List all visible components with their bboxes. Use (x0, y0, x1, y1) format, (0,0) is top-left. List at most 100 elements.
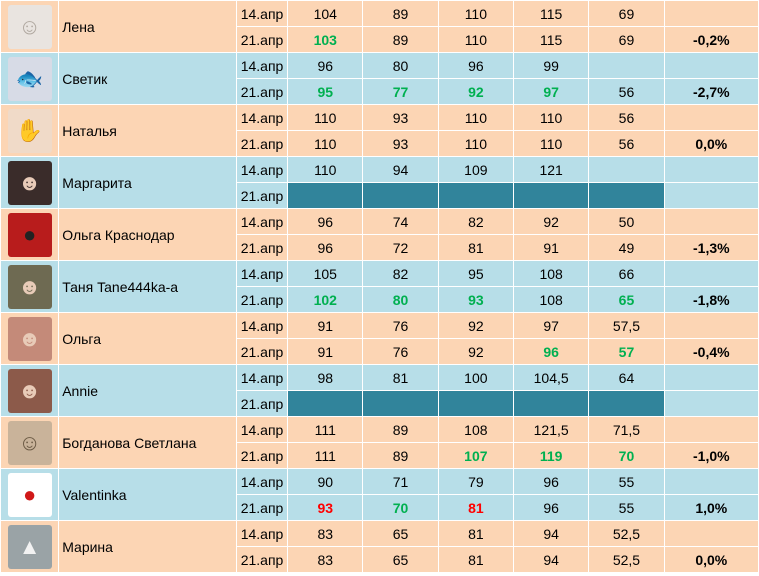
measurement-value: 81 (468, 551, 484, 568)
measurement-cell: 70 (588, 442, 665, 469)
measurement-value: 64 (618, 369, 635, 386)
date-cell: 21.апр (235, 442, 289, 469)
measurement-cell: 108 (512, 260, 590, 287)
measurement-value: 111 (314, 447, 336, 464)
date-cell: 14.апр (235, 208, 289, 235)
table-row: ▲ Марина 14.апр 83 65 81 94 52,5 (0, 520, 759, 573)
percent-change-cell (663, 260, 759, 287)
measurement-value: 97 (543, 317, 559, 334)
measurement-value: 94 (543, 525, 559, 542)
measurement-value: 115 (539, 5, 563, 22)
measurement-value: 92 (543, 213, 559, 230)
date-cell: 21.апр (235, 234, 289, 261)
date-cell: 14.апр (235, 468, 289, 495)
measurement-value: 121 (539, 161, 563, 178)
measurement-cell: 119 (512, 442, 590, 469)
measurement-value: 115 (539, 31, 563, 48)
measurement-cell (512, 182, 590, 209)
measurement-cell: 76 (362, 312, 439, 339)
measurement-cell: 89 (362, 0, 439, 27)
percent-change-cell (663, 182, 759, 209)
fish-avatar-icon: 🐟 (7, 56, 52, 101)
measurement-value: 92 (468, 83, 484, 100)
measurement-cell: 81 (437, 546, 515, 573)
measurement-cell: 96 (512, 468, 590, 495)
measurement-value: 93 (317, 499, 334, 516)
measurement-value: 111 (314, 421, 336, 438)
measurement-cell: 92 (437, 78, 515, 105)
measurement-cell: 108 (512, 286, 590, 313)
measurement-cell: 110 (437, 130, 515, 157)
bird-avatar-icon: ▲ (7, 524, 52, 569)
measurement-value: 56 (618, 83, 635, 100)
percent-change-cell: 0,0% (663, 130, 759, 157)
percent-change-cell: 0,0% (663, 546, 759, 573)
percent-change-cell: -1,8% (663, 286, 759, 313)
measurement-value: 93 (392, 109, 409, 126)
avatar: ☻ (0, 364, 60, 417)
measurement-value: 96 (543, 499, 559, 516)
hand-avatar-icon: ✋ (7, 108, 52, 153)
participant-name: Светик (58, 52, 237, 105)
woman-avatar-icon: ☻ (7, 264, 52, 309)
measurement-cell: 121 (512, 156, 590, 183)
measurement-value: 96 (317, 213, 334, 230)
measurement-cell: 121,5 (512, 416, 590, 443)
table-row: ☻ Таня Tane444ka-a 14.апр 105 82 95 108 66 (0, 260, 759, 313)
measurement-cell: 81 (437, 494, 515, 521)
measurement-cell: 52,5 (588, 520, 665, 547)
avatar: ☺ (0, 0, 60, 53)
measurement-cell: 90 (287, 468, 364, 495)
percent-change-cell (663, 104, 759, 131)
measurement-cell: 80 (362, 286, 439, 313)
measurement-cell: 56 (588, 130, 665, 157)
measurement-value: 76 (392, 317, 409, 334)
measurement-cell: 115 (512, 26, 590, 53)
table-row: ✋ Наталья 14.апр 110 93 110 110 56 (0, 104, 759, 157)
avatar: ● (0, 208, 60, 261)
measurement-value: 72 (392, 239, 409, 256)
measurement-cell (588, 156, 665, 183)
measurement-value: 110 (539, 109, 563, 126)
avatar: ✋ (0, 104, 60, 157)
measurement-value: 57 (618, 343, 635, 360)
measurement-value: 108 (539, 265, 563, 282)
measurement-value: 96 (468, 57, 484, 74)
avatar: ☻ (0, 312, 60, 365)
measurement-cell: 94 (512, 546, 590, 573)
woman-avatar-icon: ☻ (7, 160, 52, 205)
measurement-value: 80 (392, 57, 409, 74)
measurement-value: 56 (618, 135, 635, 152)
measurement-value: 91 (317, 343, 334, 360)
measurement-value: 91 (543, 239, 559, 256)
measurement-cell (287, 182, 364, 209)
measurement-cell: 104 (287, 0, 364, 27)
measurement-cell: 96 (287, 52, 364, 79)
participant-name: Богданова Светлана (58, 416, 237, 469)
measurement-cell (437, 182, 515, 209)
percent-change-cell (663, 364, 759, 391)
measurement-cell: 82 (437, 208, 515, 235)
measurement-cell: 82 (362, 260, 439, 287)
date-cell: 14.апр (235, 156, 289, 183)
measurement-cell: 92 (437, 338, 515, 365)
measurement-cell: 64 (588, 364, 665, 391)
measurement-cell: 65 (588, 286, 665, 313)
measurement-value: 108 (464, 421, 488, 438)
measurement-cell: 49 (588, 234, 665, 261)
measurement-cell: 92 (437, 312, 515, 339)
measurement-cell: 71,5 (588, 416, 665, 443)
baby-avatar-icon: ☺ (7, 4, 52, 49)
measurement-value: 69 (618, 5, 635, 22)
percent-change-cell: -0,4% (663, 338, 759, 365)
measurement-cell: 99 (512, 52, 590, 79)
measurement-cell: 66 (588, 260, 665, 287)
measurement-value: 96 (543, 473, 559, 490)
measurement-cell: 80 (362, 52, 439, 79)
date-cell: 21.апр (235, 26, 289, 53)
percent-change-cell: 1,0% (663, 494, 759, 521)
measurement-value: 104 (313, 5, 337, 22)
measurement-cell: 65 (362, 520, 439, 547)
percent-change-cell: -2,7% (663, 78, 759, 105)
measurement-cell (437, 390, 515, 417)
